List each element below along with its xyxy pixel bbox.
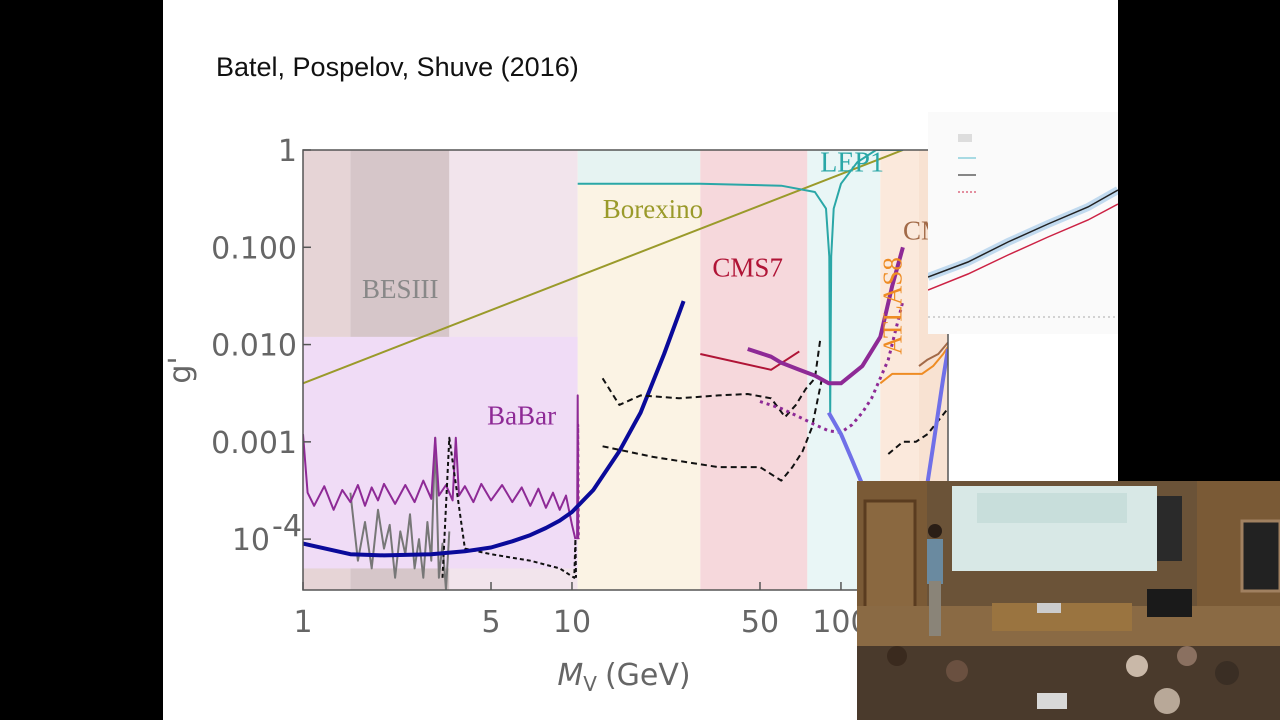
y-axis-label: g': [163, 356, 198, 383]
region-label-3: LEP1: [820, 148, 884, 179]
region-4: [577, 150, 701, 590]
inset-plot-drawing: [926, 134, 1120, 318]
plot-frame: [302, 149, 949, 591]
series-line-12: [602, 378, 823, 482]
region-6: [700, 150, 808, 590]
region-5: [577, 150, 701, 184]
slide-citation: Batel, Pospelov, Shuve (2016): [216, 52, 579, 82]
region-3: [303, 336, 578, 569]
series-line-4: [918, 341, 948, 367]
y-tick-label-1: 0.100: [211, 231, 297, 266]
series-line-15: [759, 300, 905, 434]
region-label-5: ATLAS8: [878, 257, 908, 355]
y-tick-label-2: 0.010: [211, 329, 297, 364]
series-line-2: [700, 350, 800, 371]
x-axis-label-sub: V: [583, 672, 597, 696]
speaker-video-overlay: [857, 481, 1280, 720]
y-tick-label-4: 10: [232, 523, 270, 558]
overlay-inset-plot: [926, 112, 1120, 334]
x-axis-label-unit: (GeV): [605, 658, 691, 693]
y-tick-label-0: 1: [278, 134, 297, 169]
series-line-5: [349, 436, 451, 590]
x-axis-label-main: M: [557, 658, 583, 693]
x-tick-label-1: 5: [481, 605, 500, 640]
series-line-8: [441, 436, 577, 579]
lecture-hall-image: [857, 481, 1280, 720]
series-line-9: [576, 423, 580, 540]
x-tick-label-0: 1: [293, 605, 312, 640]
y-tick-exponent-4: -4: [272, 509, 302, 544]
series-line-10: [303, 300, 686, 558]
series-line-14: [747, 246, 905, 386]
series-line-11: [601, 336, 822, 418]
chart-series: [303, 150, 948, 590]
x-axis-label: MV (GeV): [557, 658, 690, 696]
x-tick-label-2: 10: [553, 605, 591, 640]
region-label-4: CMS7: [712, 253, 783, 283]
series-line-13: [887, 407, 948, 455]
region-label-2: Borexino: [603, 194, 704, 224]
series-line-3: [879, 346, 948, 385]
region-label-0: BESIII: [362, 274, 439, 304]
y-tick-label-3: 0.001: [211, 426, 297, 461]
x-tick-label-3: 50: [741, 605, 779, 640]
chart-regions: [303, 150, 948, 590]
series-line-6: [303, 434, 577, 540]
region-label-1: BaBar: [487, 401, 556, 431]
